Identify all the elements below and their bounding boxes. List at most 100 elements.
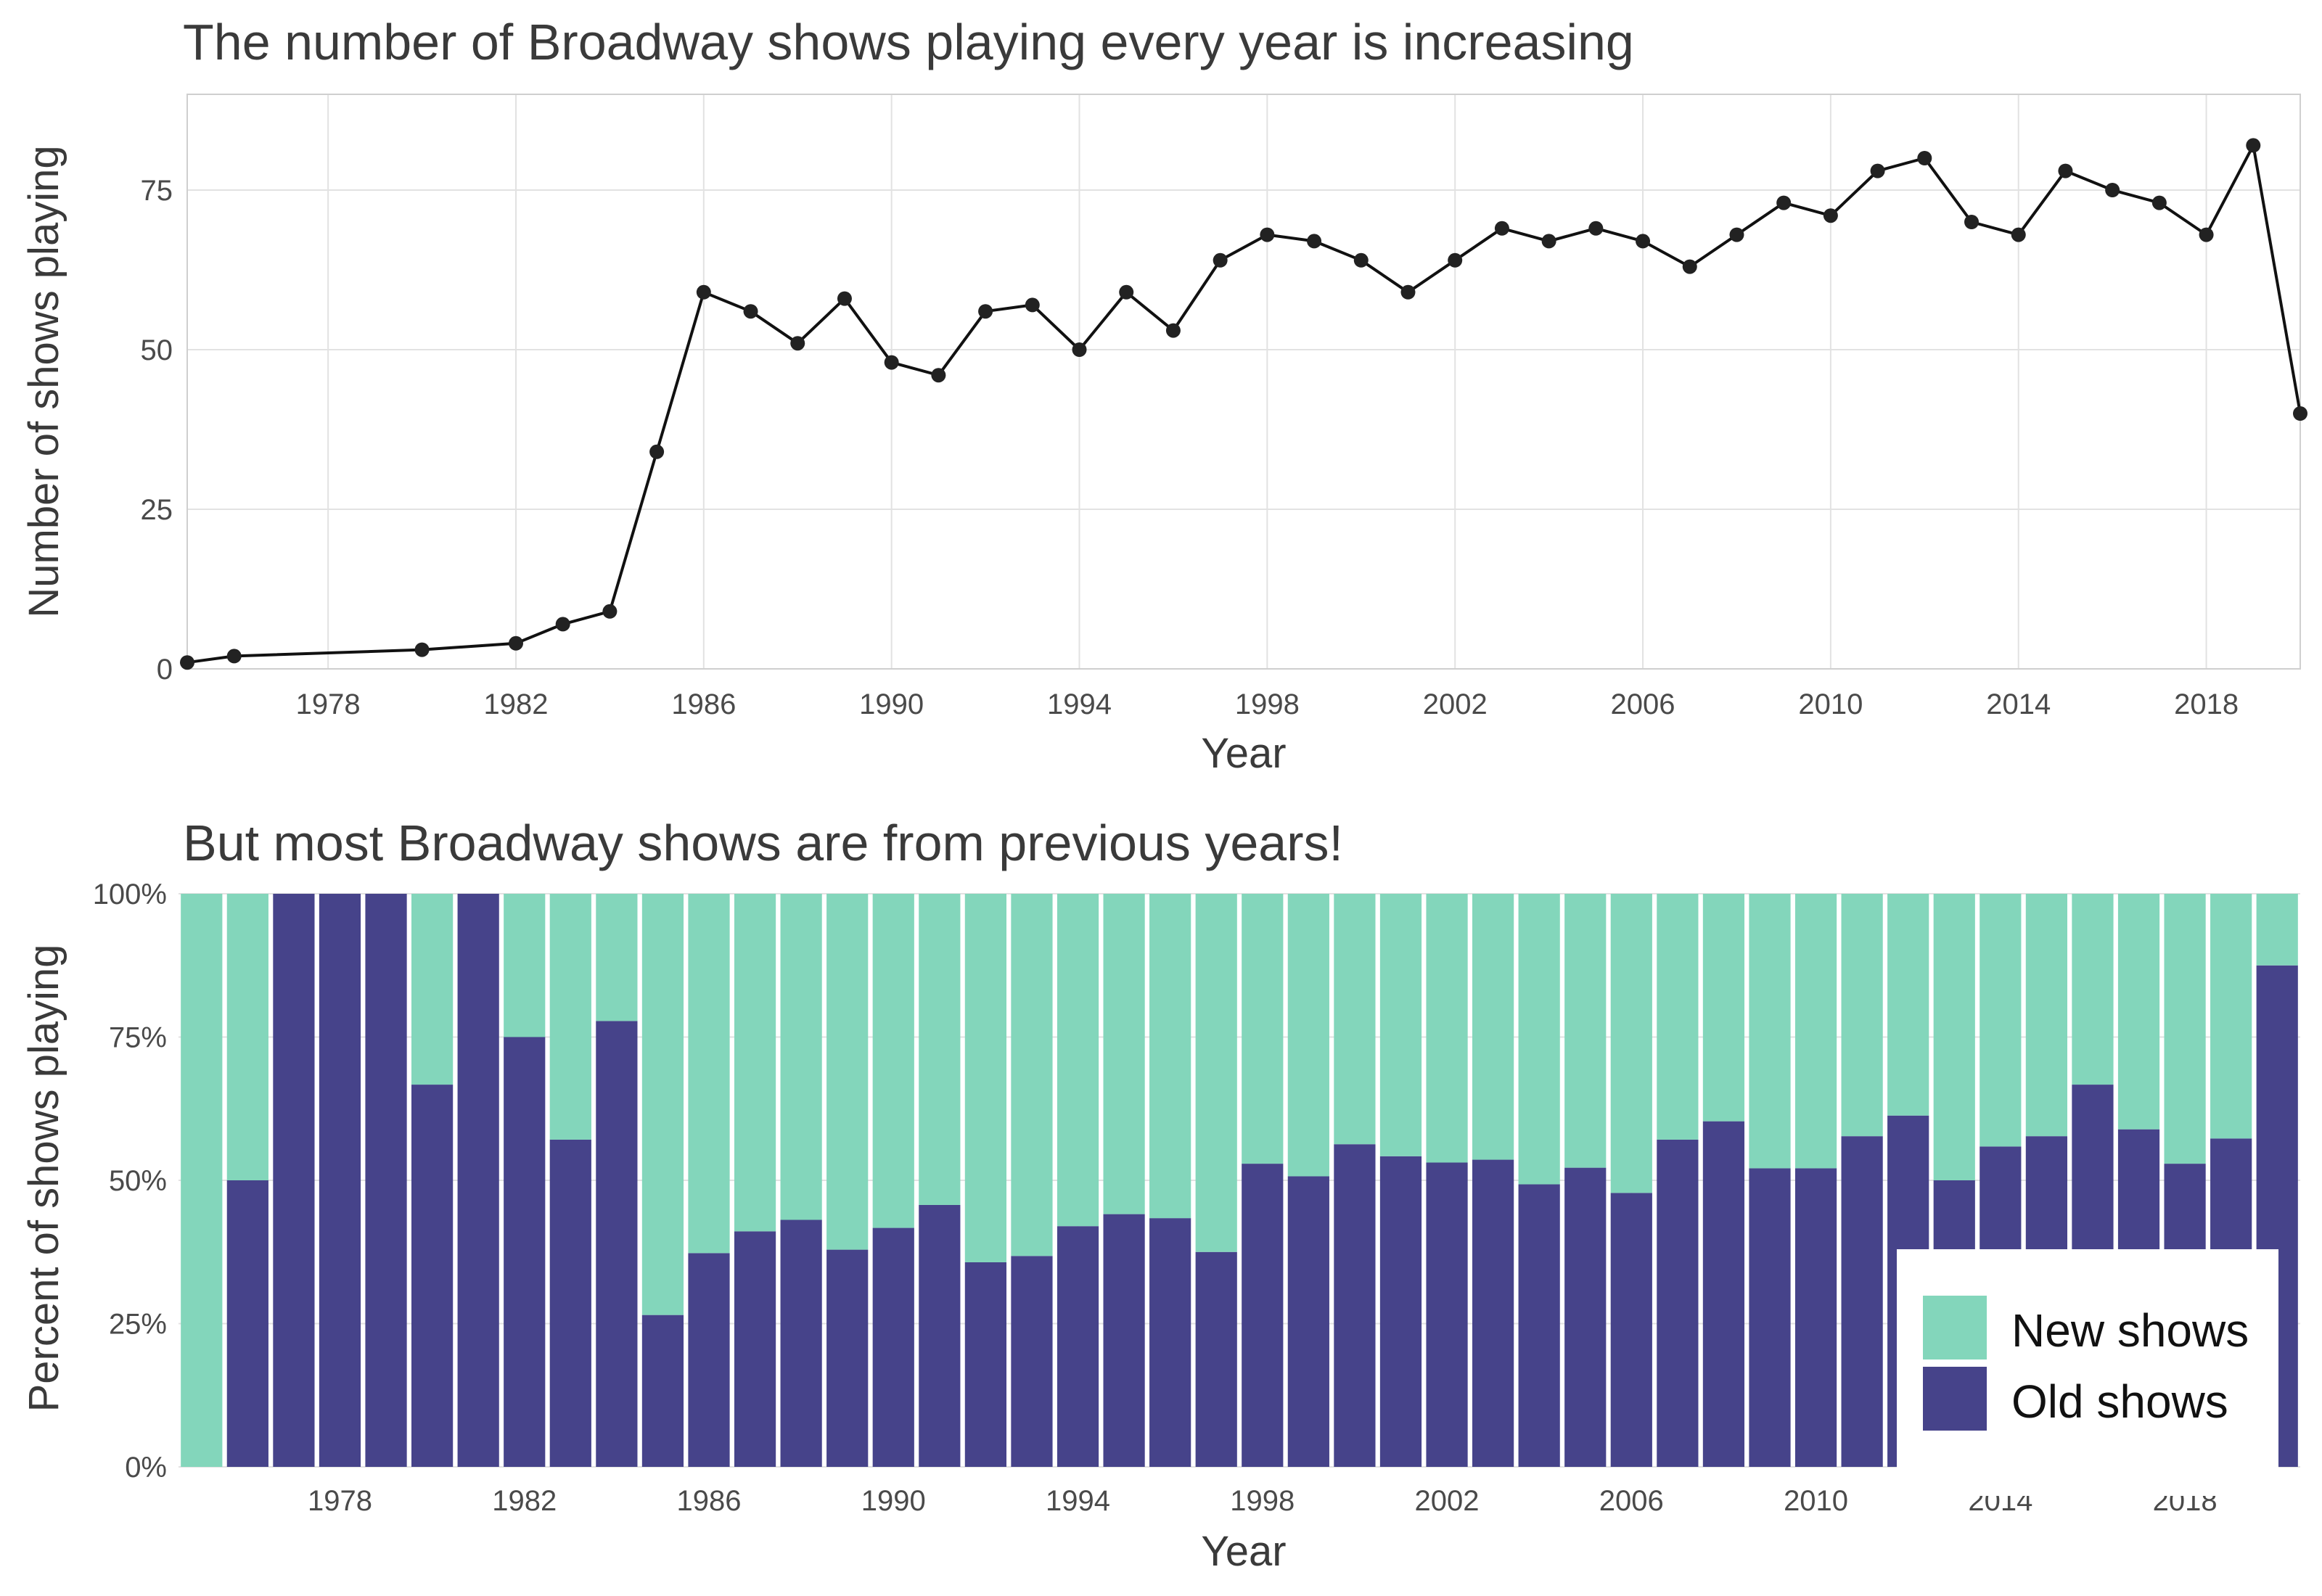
bar-new-shows [1841,894,1883,1137]
bar-new-shows [2072,894,2114,1085]
top-x-tick-labels: 1978 1982 1986 1990 1994 1998 2002 2006 2010 2014… [296,688,2239,720]
legend-label-old-shows: Old shows [2011,1375,2228,1428]
bottom-x-tick-label: 2010 [1784,1485,1848,1517]
top-data-point [1588,221,1604,236]
bottom-x-tick-label: 1990 [861,1485,926,1517]
top-points-group [180,138,2307,670]
bottom-x-tick-label: 2006 [1599,1485,1664,1517]
top-x-tick-label: 2014 [1986,688,2051,720]
top-x-tick-label: 1994 [1047,688,1112,720]
bar-old-shows [1195,1251,1237,1467]
bar-old-shows [1749,1168,1791,1467]
bar-old-shows [226,1180,268,1467]
top-data-point [1353,252,1369,268]
bar-old-shows [457,894,499,1467]
bottom-bars-group [181,894,2298,1467]
top-data-point [931,368,946,383]
top-data-point [1823,208,1838,223]
bar-old-shows [1287,1176,1329,1467]
top-data-point [2105,183,2120,197]
bar-new-shows [2256,894,2298,966]
top-data-point [649,444,665,459]
bar-new-shows [688,894,730,1254]
legend: New shows Old shows [1897,1249,2278,1496]
top-x-tick-label: 2006 [1611,688,1675,720]
bar-old-shows [641,1315,684,1467]
top-data-point [1119,284,1134,300]
bar-old-shows [504,1037,546,1467]
bottom-y-tick-label: 100% [93,879,167,910]
top-data-point [1917,151,1932,165]
top-data-point [1025,297,1040,313]
bar-new-shows [2210,894,2252,1139]
bar-new-shows [1472,894,1514,1160]
bar-new-shows [504,894,546,1037]
bar-new-shows [734,894,776,1232]
top-chart-title: The number of Broadway shows playing eve… [183,14,1634,70]
bottom-y-tick-label: 75% [109,1022,167,1054]
bottom-x-tick-label: 1998 [1230,1485,1295,1517]
top-data-point [2246,138,2261,153]
top-y-tick-label: 75 [141,175,173,207]
bar-new-shows [181,894,223,1467]
bar-old-shows [1057,1226,1099,1467]
bottom-y-tick-labels: 0% 25% 50% 75% 100% [93,879,167,1484]
bottom-x-axis-label: Year [1201,1528,1286,1575]
bar-new-shows [1103,894,1145,1214]
top-data-point [1541,234,1556,249]
bar-old-shows [319,894,361,1467]
bar-old-shows [826,1249,869,1467]
top-y-tick-labels: 0 25 50 75 [141,175,173,686]
top-data-point [837,291,852,306]
top-data-point [1213,252,1228,268]
top-data-point [1165,323,1181,338]
bar-new-shows [1657,894,1699,1140]
bar-new-shows [1794,894,1837,1169]
top-y-tick-label: 50 [141,334,173,366]
bar-new-shows [826,894,869,1250]
bar-new-shows [1980,894,2022,1147]
top-data-point [1729,227,1744,242]
top-y-axis-label: Number of shows playing [20,145,67,617]
bar-old-shows [1334,1144,1376,1467]
bar-old-shows [1564,1167,1607,1467]
bottom-x-tick-label: 2002 [1415,1485,1480,1517]
bar-new-shows [1564,894,1607,1168]
top-data-point [508,635,523,651]
bar-old-shows [872,1227,914,1467]
top-x-axis-label: Year [1201,730,1286,777]
bar-new-shows [964,894,1006,1262]
bar-old-shows [919,1204,961,1467]
bar-new-shows [596,894,638,1021]
bar-old-shows [1702,1121,1745,1467]
bar-old-shows [1841,1136,1883,1467]
bar-old-shows [734,1231,776,1467]
top-x-tick-label: 1986 [671,688,736,720]
bottom-y-axis-label: Percent of shows playing [20,945,67,1412]
bar-new-shows [1195,894,1237,1252]
top-y-tick-label: 25 [141,494,173,526]
bar-old-shows [1426,1162,1468,1467]
legend-swatch-new-shows [1923,1296,1987,1360]
bar-old-shows [1242,1164,1284,1467]
bar-new-shows [2117,894,2160,1130]
top-data-point [414,642,430,657]
top-data-point [2293,406,2307,421]
bar-old-shows [596,1021,638,1467]
top-x-tick-label: 2002 [1423,688,1488,720]
bar-old-shows [1794,1168,1837,1467]
bar-old-shows [273,894,315,1467]
top-x-tick-label: 2010 [1798,688,1863,720]
bar-new-shows [1149,894,1191,1219]
bar-old-shows [688,1253,730,1467]
bar-new-shows [1334,894,1376,1145]
legend-label-new-shows: New shows [2011,1304,2249,1357]
top-data-point [1964,215,1980,229]
bar-old-shows [549,1139,591,1467]
bar-old-shows [1103,1214,1145,1467]
top-data-point [743,304,758,319]
top-x-tick-label: 1998 [1235,688,1300,720]
top-data-point [2199,227,2214,242]
bottom-y-tick-label: 25% [109,1309,167,1341]
top-data-point [1870,163,1885,178]
